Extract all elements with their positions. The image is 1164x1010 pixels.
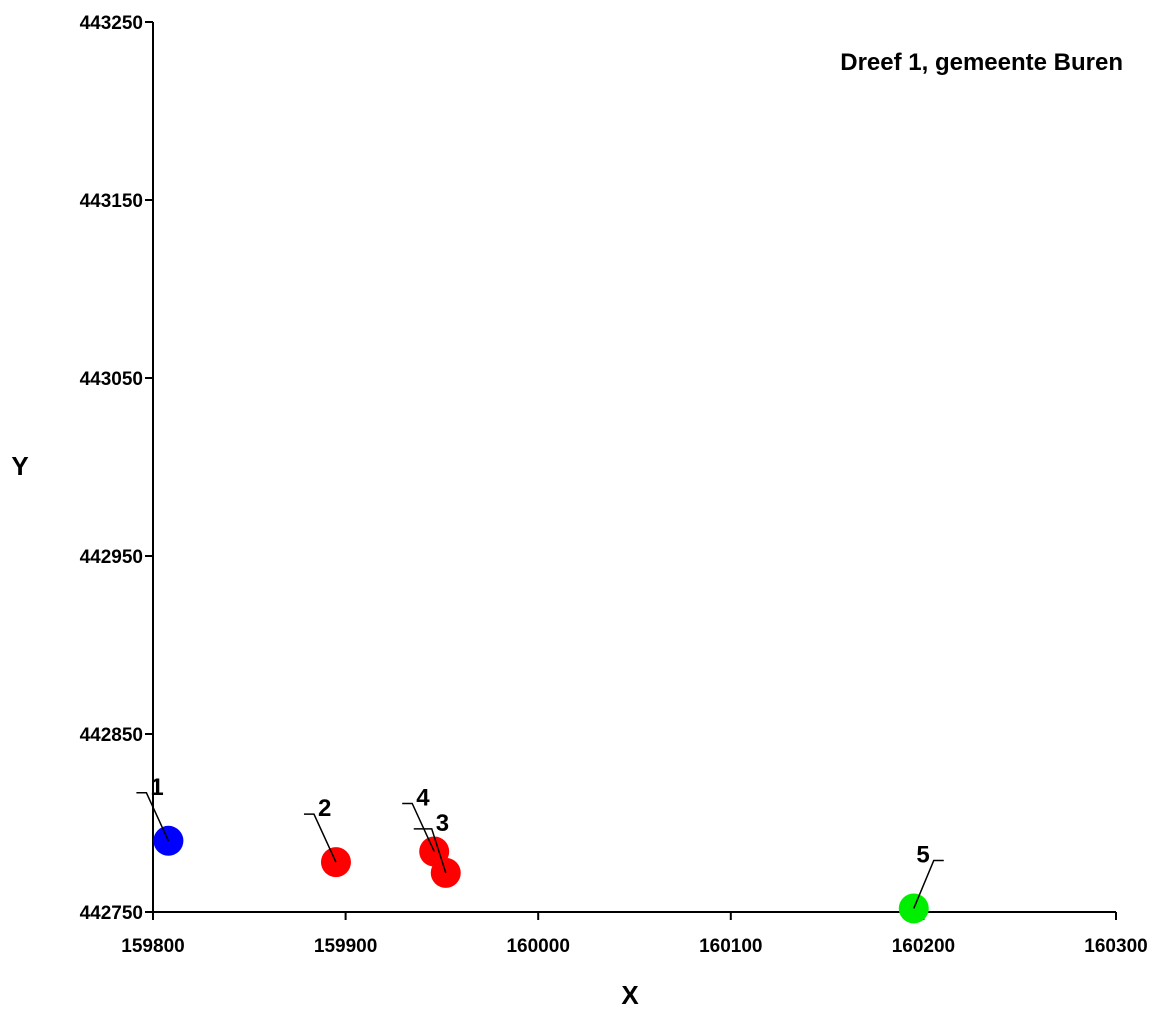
x-tick-label: 159900 — [314, 936, 377, 957]
data-point-group: 3 — [413, 810, 461, 888]
axes — [152, 22, 1116, 913]
y-tick-label: 442750 — [80, 903, 143, 924]
x-tick-label: 160100 — [699, 936, 762, 957]
x-tick-label: 160200 — [892, 936, 955, 957]
point-leader-line — [413, 828, 447, 874]
point-leader-line — [402, 802, 435, 852]
point-leader-line — [136, 792, 170, 842]
x-ticks: 159800 159900 160000 160100 160200 160300 — [121, 912, 1148, 957]
y-tick-label: 443150 — [80, 191, 143, 212]
point-label: 1 — [150, 774, 163, 801]
y-tick-label: 442950 — [80, 547, 143, 568]
x-tick-label: 159800 — [121, 936, 184, 957]
x-axis-label: X — [621, 980, 639, 1010]
point-label: 2 — [318, 795, 331, 822]
y-tick-label: 443250 — [80, 13, 143, 34]
data-point-group: 1 — [136, 774, 184, 856]
y-tick-label: 442850 — [80, 725, 143, 746]
y-ticks: 442750 442850 442950 443050 443150 443250 — [80, 13, 153, 924]
data-points: 1 2 43 5 — [136, 774, 944, 924]
y-tick-label: 443050 — [80, 369, 143, 390]
y-axis-label: Y — [11, 451, 28, 481]
data-point-group: 5 — [898, 841, 944, 924]
data-point-group: 2 — [303, 795, 351, 878]
x-tick-label: 160000 — [506, 936, 569, 957]
point-leader-line — [913, 859, 944, 909]
point-label: 4 — [416, 784, 430, 811]
point-leader-line — [303, 813, 337, 863]
chart-title: Dreef 1, gemeente Buren — [840, 49, 1123, 76]
point-label: 5 — [916, 841, 929, 868]
x-tick-label: 160300 — [1084, 936, 1147, 957]
point-label: 3 — [436, 810, 449, 837]
